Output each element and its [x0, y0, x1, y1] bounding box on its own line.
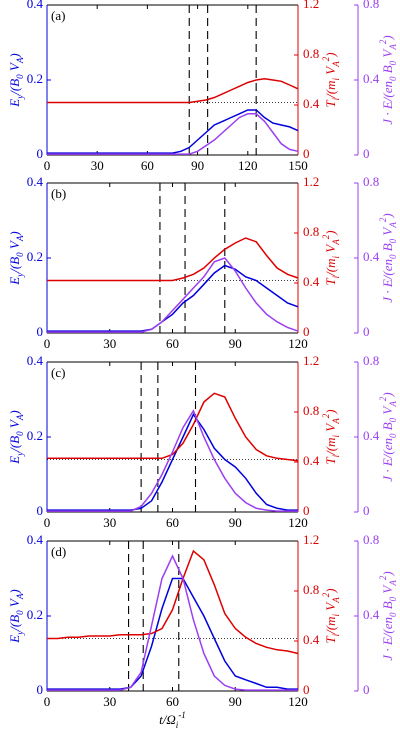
y-tick-label: 0 [37, 324, 44, 339]
y2-axis-label: Ti/(mi VA2) [321, 230, 341, 285]
y-tick-label: 0.4 [27, 174, 44, 189]
x-tick-label: 90 [229, 515, 242, 530]
data-line [47, 549, 299, 655]
y-tick-label: 0.4 [363, 607, 380, 622]
y-axis-label: Ey/(B0 VA) [7, 53, 25, 107]
y-tick-label: 1.2 [303, 353, 319, 368]
y2-axis-label: Ti/(mi VA2) [321, 588, 341, 643]
data-line [47, 413, 298, 511]
y3-axis-label: J · E/(en0 B0 VA2) [378, 213, 398, 302]
data-line [47, 257, 299, 333]
y3-axis-label: J · E/(en0 B0 VA2) [378, 392, 398, 481]
y-tick-label: 0.8 [303, 46, 319, 61]
x-tick-label: 120 [288, 515, 308, 530]
y-tick-label: 0 [303, 682, 310, 697]
data-line [47, 109, 299, 154]
x-tick-label: 60 [141, 158, 154, 173]
x-tick-label: 60 [166, 515, 179, 530]
y-tick-label: 0.8 [303, 403, 319, 418]
y-tick-label: 1.2 [303, 532, 319, 547]
x-tick-label: 60 [166, 336, 179, 351]
y-tick-label: 0 [303, 324, 310, 339]
data-line [47, 577, 298, 690]
data-line [47, 78, 299, 104]
y-tick-label: 0.4 [363, 71, 380, 86]
y-tick-label: 0 [363, 503, 370, 518]
y-tick-label: 0.2 [27, 71, 43, 86]
y-tick-label: 0.4 [303, 453, 320, 468]
y-tick-label: 0 [363, 324, 370, 339]
x-tick-label: 60 [166, 694, 179, 709]
data-line [47, 554, 298, 691]
data-line [47, 264, 299, 332]
y-tick-label: 0 [363, 146, 370, 161]
x-tick-label: 90 [191, 158, 204, 173]
x-tick-label: 0 [44, 158, 51, 173]
y-tick-label: 1.2 [303, 0, 319, 11]
y-tick-label: 0.4 [27, 353, 44, 368]
panel-label: (b) [51, 186, 66, 201]
y-axis-label: Ey/(B0 VA) [7, 589, 25, 643]
data-line [47, 409, 298, 512]
y-tick-label: 0.4 [27, 0, 44, 11]
y-tick-label: 0.8 [303, 224, 319, 239]
y-tick-label: 0.2 [27, 249, 43, 264]
y-tick-label: 0.4 [27, 532, 44, 547]
x-tick-label: 120 [288, 336, 308, 351]
y-tick-label: 0.4 [303, 274, 320, 289]
data-line [47, 113, 299, 155]
y-tick-label: 0 [303, 503, 310, 518]
y-axis-label: Ey/(B0 VA) [7, 231, 25, 285]
x-tick-label: 30 [103, 515, 116, 530]
panel-label: (a) [51, 8, 65, 23]
y-tick-label: 0 [37, 503, 44, 518]
y-tick-label: 1.2 [303, 174, 319, 189]
x-tick-label: 30 [103, 694, 116, 709]
x-tick-label: 120 [288, 694, 308, 709]
y-tick-label: 0 [363, 682, 370, 697]
y-tick-label: 0.8 [363, 353, 379, 368]
x-tick-label: 90 [229, 694, 242, 709]
y-tick-label: 0.8 [363, 0, 379, 11]
y-tick-label: 0.4 [363, 249, 380, 264]
y-tick-label: 0.4 [303, 96, 320, 111]
y2-axis-label: Ti/(mi VA2) [321, 52, 341, 107]
x-tick-label: 30 [103, 336, 116, 351]
y-tick-label: 0.2 [27, 607, 43, 622]
x-tick-label: 0 [44, 336, 51, 351]
y-tick-label: 0.8 [363, 174, 379, 189]
data-line [47, 237, 299, 282]
y-tick-label: 0.2 [27, 428, 43, 443]
y-tick-label: 0.4 [363, 428, 380, 443]
y-tick-label: 0 [37, 146, 44, 161]
x-tick-label: 30 [91, 158, 104, 173]
data-line [47, 392, 299, 462]
y-tick-label: 0.4 [303, 632, 320, 647]
y2-axis-label: Ti/(mi VA2) [321, 409, 341, 464]
x-tick-label: 120 [238, 158, 258, 173]
y3-axis-label: J · E/(en0 B0 VA2) [378, 571, 398, 660]
x-axis-label: t/Ωi-1 [159, 710, 186, 730]
y-axis-label: Ey/(B0 VA) [7, 410, 25, 464]
y-tick-label: 0.8 [363, 532, 379, 547]
y-tick-label: 0 [37, 682, 44, 697]
x-tick-label: 150 [288, 158, 308, 173]
y-tick-label: 0 [303, 146, 310, 161]
x-tick-label: 90 [229, 336, 242, 351]
y-tick-label: 0.8 [303, 582, 319, 597]
panel-label: (d) [51, 544, 66, 559]
panel-label: (c) [51, 365, 65, 380]
x-tick-label: 0 [44, 694, 51, 709]
y3-axis-label: J · E/(en0 B0 VA2) [378, 35, 398, 124]
x-tick-label: 0 [44, 515, 51, 530]
